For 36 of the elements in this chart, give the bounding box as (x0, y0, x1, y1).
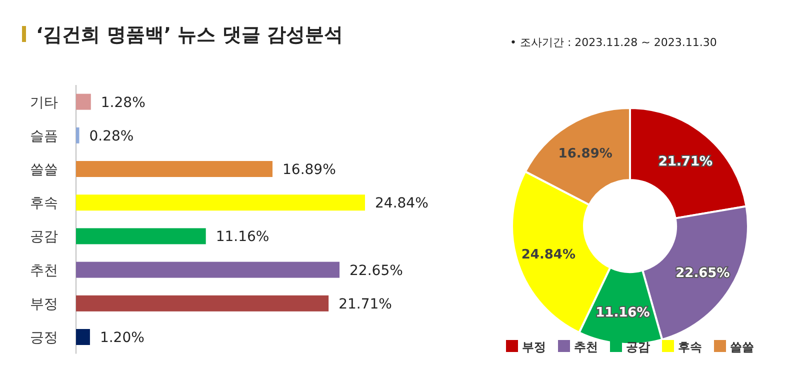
y-tick-label: 쓸쓸 (30, 162, 58, 178)
data-label: 24.84% (521, 247, 576, 262)
y-tick-label: 부정 (30, 296, 58, 312)
data-label: 21.71% (658, 154, 713, 170)
legend-label: 후속 (678, 340, 702, 354)
y-tick-label: 슬픔 (30, 128, 58, 144)
data-label: 1.20% (100, 330, 144, 346)
data-label: 24.84% (375, 196, 428, 212)
y-tick-label: 공감 (30, 229, 58, 246)
y-tick-label: 긍정 (30, 330, 58, 346)
bar (76, 262, 340, 278)
bar (76, 127, 80, 144)
y-tick-label: 후속 (30, 196, 58, 212)
data-label: 21.71% (338, 296, 392, 312)
y-tick-label: 추천 (30, 262, 58, 279)
legend-label: 공감 (626, 340, 650, 354)
bar (76, 94, 91, 110)
bar (76, 329, 90, 345)
data-label: 22.65% (676, 266, 730, 281)
legend-label: 부정 (522, 340, 546, 354)
data-label: 1.28% (100, 94, 146, 111)
legend-label: 추천 (574, 340, 598, 354)
bar (76, 295, 329, 312)
data-label: 11.16% (596, 306, 650, 321)
bar (76, 228, 206, 244)
bar (76, 161, 273, 177)
data-label: 22.65% (350, 262, 403, 279)
data-label: 0.28% (89, 128, 134, 144)
chart-title: ‘김건희 명품백’ 뉴스 댓글 감성분석 (36, 24, 343, 46)
data-label: 11.16% (216, 229, 270, 246)
data-label: 16.89% (282, 162, 336, 178)
y-tick-label: 기타 (30, 94, 58, 111)
bar (76, 194, 365, 211)
data-label: 16.89% (558, 146, 612, 162)
text: • 조사기간 : 2023.11.28 ~ 2023.11.30 (510, 36, 717, 49)
legend-label: 쓸쓸 (730, 340, 754, 354)
